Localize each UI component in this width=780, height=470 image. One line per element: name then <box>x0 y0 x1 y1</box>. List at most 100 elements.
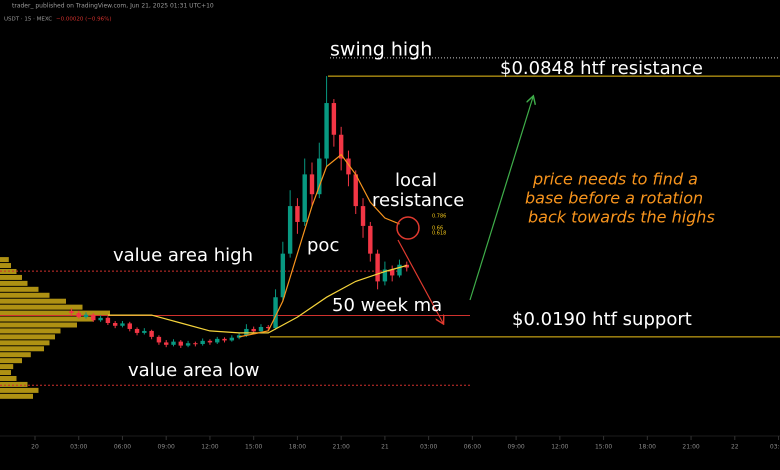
x-tick-label: 21:00 <box>333 444 350 451</box>
volume-profile-bar <box>0 334 55 340</box>
candle-body <box>156 336 162 343</box>
candle-body <box>112 323 118 326</box>
candle-body <box>295 206 300 222</box>
candle-body <box>98 317 103 321</box>
volume-profile-bar <box>0 298 66 304</box>
x-tick-label: 21:00 <box>682 444 699 451</box>
annotation: $0.0190 htf support <box>512 309 692 330</box>
candle-body <box>244 328 249 336</box>
x-tick-label: 20 <box>31 444 39 451</box>
volume-profile-bar <box>0 304 83 310</box>
moving-average-line <box>107 264 407 334</box>
background-layer <box>0 57 780 399</box>
x-tick-label: 06:00 <box>464 444 481 451</box>
volume-profile-bar <box>0 364 14 370</box>
volume-profile-bar <box>0 286 39 292</box>
symbol: USDT · 15 · MEXC <box>4 17 52 23</box>
volume-profile-bar <box>0 346 44 352</box>
annotation: local <box>395 170 437 191</box>
annotation: price needs to find a <box>532 170 698 189</box>
candle-body <box>375 253 380 282</box>
annotation: 0.786 <box>432 214 446 220</box>
plot-layer <box>69 76 409 348</box>
x-tick-label: 03:00 <box>770 444 780 451</box>
candle-body <box>178 341 183 346</box>
volume-profile-bar <box>0 387 39 393</box>
candle-body <box>142 330 147 333</box>
change: −0.00020 (−0.96%) <box>56 17 111 23</box>
byline: trader_ published on TradingView.com, Ju… <box>12 3 214 10</box>
candle-body <box>76 313 81 318</box>
annotation: back towards the highs <box>528 208 715 227</box>
volume-profile-bar <box>0 316 94 322</box>
candle-body <box>69 311 74 314</box>
x-tick-label: 06:00 <box>114 444 131 451</box>
candle-body <box>273 297 278 329</box>
volume-profile-bar <box>0 393 33 399</box>
candle-body <box>222 338 227 341</box>
candle-body <box>127 323 132 329</box>
candle-body <box>368 225 373 254</box>
candle-body <box>280 253 286 298</box>
volume-profile-bar <box>0 328 61 334</box>
candle-body <box>83 314 89 318</box>
candle-body <box>397 264 402 276</box>
candle-body <box>215 338 220 343</box>
candle-body <box>404 264 409 268</box>
annotation: value area low <box>128 360 259 381</box>
candle-body <box>338 134 344 159</box>
candle-body <box>389 269 395 276</box>
candle-body <box>105 317 111 324</box>
candle-body <box>324 103 329 159</box>
annotation: 50 week ma <box>332 295 442 316</box>
candle-body <box>346 158 351 175</box>
x-tick-label: 12:00 <box>551 444 568 451</box>
annotation: $0.0848 htf resistance <box>500 58 703 79</box>
annotation: 0.618 <box>432 231 446 237</box>
candle-body <box>185 343 191 346</box>
candle-body <box>193 343 198 345</box>
volume-profile-bar <box>0 310 110 316</box>
x-tick-label: 22 <box>731 444 739 451</box>
annotation: resistance <box>372 190 464 211</box>
candle-body <box>207 340 213 343</box>
x-tick-label: 18:00 <box>639 444 656 451</box>
volume-profile-bar <box>0 340 50 346</box>
candle-body <box>353 174 358 207</box>
candle-body <box>200 340 205 345</box>
x-tick-label: 03:00 <box>420 444 437 451</box>
volume-profile-bar <box>0 322 77 328</box>
candle-body <box>149 330 154 337</box>
candle-body <box>258 326 264 332</box>
candle-body <box>164 342 169 345</box>
x-tick-label: 03:00 <box>70 444 87 451</box>
candle-body <box>302 174 307 222</box>
candle-body <box>91 314 96 321</box>
x-tick-label: 12:00 <box>201 444 218 451</box>
candle-body <box>134 328 140 333</box>
x-tick-label: 15:00 <box>595 444 612 451</box>
candle-body <box>120 323 125 326</box>
x-tick-label: 09:00 <box>507 444 524 451</box>
annotation: 0.66 <box>432 226 443 232</box>
resistance-circle <box>396 216 420 240</box>
candle-body <box>331 103 337 135</box>
volume-profile-bar <box>0 370 11 376</box>
candle-body <box>171 341 176 345</box>
candle-body <box>317 158 322 195</box>
volume-profile-bar <box>0 352 31 358</box>
candle-body <box>251 328 256 332</box>
candle-body <box>229 337 235 341</box>
arrow-down <box>397 239 443 323</box>
x-tick-label: 21 <box>381 444 389 451</box>
annotation: swing high <box>330 39 432 61</box>
candle-body <box>309 174 315 195</box>
volume-profile-bar <box>0 292 50 298</box>
volume-profile-bar <box>0 257 9 263</box>
candle-body <box>382 269 388 282</box>
arrow-up <box>469 97 533 301</box>
annotation: poc <box>307 235 339 256</box>
x-tick-label: 18:00 <box>289 444 306 451</box>
